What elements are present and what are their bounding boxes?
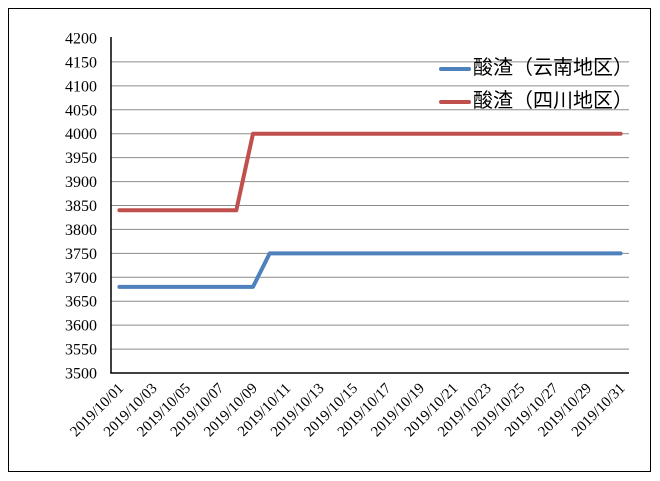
- y-tick-label: 3900: [65, 174, 97, 191]
- legend: 酸渣（云南地区） 酸渣（四川地区）: [439, 56, 633, 114]
- y-tick-label: 4050: [65, 102, 97, 119]
- y-tick-label: 3950: [65, 150, 97, 167]
- legend-item-yunnan: 酸渣（云南地区）: [439, 56, 633, 81]
- y-tick-label: 4150: [65, 54, 97, 71]
- y-tick-label: 3700: [65, 270, 97, 287]
- series-line-0: [117, 251, 623, 289]
- chart-border: [8, 8, 651, 472]
- y-tick-label: 4000: [65, 126, 97, 143]
- y-tick-label: 3500: [65, 366, 97, 383]
- y-tick-label: 3800: [65, 222, 97, 239]
- y-tick-label: 3850: [65, 198, 97, 215]
- series-line-1: [117, 131, 623, 213]
- y-tick-label: 3750: [65, 246, 97, 263]
- legend-item-sichuan: 酸渣（四川地区）: [439, 89, 633, 114]
- legend-label-sichuan: 酸渣（四川地区）: [473, 90, 633, 112]
- legend-label-yunnan: 酸渣（云南地区）: [473, 57, 633, 79]
- y-tick-label: 3650: [65, 294, 97, 311]
- legend-line-swatch-blue: [439, 66, 471, 71]
- y-tick-label: 3600: [65, 318, 97, 335]
- y-tick-label: 4100: [65, 78, 97, 95]
- y-tick-label: 4200: [65, 31, 97, 48]
- legend-line-swatch-red: [439, 99, 471, 104]
- y-tick-label: 3550: [65, 342, 97, 359]
